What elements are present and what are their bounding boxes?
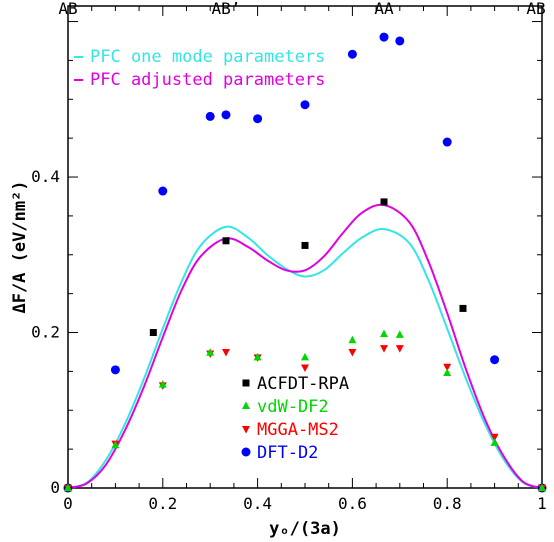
acfdt-rpa-point	[380, 198, 388, 206]
y-tick-label: 0	[50, 478, 60, 497]
x-tick-label: 0.6	[338, 494, 367, 513]
legend-label: PFC adjusted parameters	[90, 70, 325, 90]
curve-legend: PFC one mode parameters PFC adjusted para…	[74, 47, 325, 90]
x-tick-label: 0.8	[433, 494, 462, 513]
acfdt-rpa-point	[222, 237, 230, 245]
acfdt-rpa-point	[301, 241, 309, 249]
dft-d2-point	[205, 111, 215, 121]
vdw-df2-point	[158, 380, 167, 388]
dft-d2-point	[395, 36, 405, 46]
vdw-df2-point	[443, 368, 452, 376]
vdw-df2-point	[538, 483, 546, 491]
mgga-ms2-point	[348, 348, 357, 357]
x-tick-label: 1	[537, 494, 547, 513]
stacking-label: AB	[58, 0, 77, 18]
mgga-ms2-point	[380, 345, 389, 353]
legend-label: DFT-D2	[257, 443, 318, 463]
y-axis-title: ΔF/A (eV/nm²)	[10, 180, 30, 313]
y-tick-label: 0.4	[31, 167, 60, 186]
dft-d2-point	[110, 365, 120, 375]
acfdt-rpa-point	[459, 304, 467, 312]
x-axis-title: yₒ/(3a)	[269, 519, 341, 539]
curve-pfc-adjusted	[67, 203, 543, 489]
dft-d2-point	[379, 32, 389, 42]
legend-marker	[242, 401, 250, 409]
vdw-df2-point	[380, 329, 389, 338]
vdw-df2-point	[64, 483, 72, 491]
x-tick-label: 0.4	[243, 494, 272, 513]
legend-marker	[242, 379, 250, 387]
vdw-df2-point	[490, 438, 499, 446]
dft-d2-point	[253, 114, 263, 124]
legend-label: ACFDT-RPA	[257, 374, 349, 394]
dft-d2-point	[347, 49, 357, 59]
stacking-label: AA	[374, 0, 394, 18]
mgga-ms2-point	[443, 363, 452, 372]
stacking-label: AB	[526, 0, 545, 18]
point-legend: ACFDT-RPA vdW-DF2 MGGA-MS2 DFT-D2	[241, 374, 349, 463]
legend-marker	[242, 426, 250, 434]
tick-labels: 0 0.2 0.4 0.6 0.8 1 0 0.2 0.4	[31, 167, 547, 513]
dft-d2-point	[300, 100, 310, 110]
legend-label: MGGA-MS2	[257, 420, 339, 440]
data-points	[63, 32, 547, 493]
acfdt-rpa-point	[149, 329, 157, 337]
dft-d2-point	[221, 110, 231, 120]
vdw-df2-point	[111, 440, 120, 449]
x-tick-label: 0.2	[148, 494, 177, 513]
legend-label: PFC one mode parameters	[90, 47, 325, 67]
y-tick-label: 0.2	[31, 323, 60, 342]
curve-pfc-one-mode	[67, 225, 543, 489]
dft-d2-point	[490, 355, 500, 365]
x-tick-label: 0	[63, 494, 73, 513]
mgga-ms2-point	[395, 345, 404, 353]
legend-marker	[241, 447, 251, 457]
vdw-df2-point	[395, 330, 404, 338]
stacking-label: AB’	[212, 0, 241, 18]
dft-d2-point	[158, 186, 168, 196]
curves	[67, 203, 543, 489]
top-labels: AB AB’ AA AB	[58, 0, 545, 18]
dft-d2-point	[442, 137, 452, 147]
mgga-ms2-point	[221, 348, 230, 357]
vdw-df2-point	[253, 352, 262, 361]
legend-label: vdW-DF2	[257, 397, 329, 417]
vdw-df2-point	[348, 335, 357, 344]
mgga-ms2-point	[490, 433, 499, 442]
vdw-df2-point	[301, 352, 309, 361]
mgga-ms2-point	[301, 364, 309, 372]
vdw-df2-point	[206, 348, 215, 356]
